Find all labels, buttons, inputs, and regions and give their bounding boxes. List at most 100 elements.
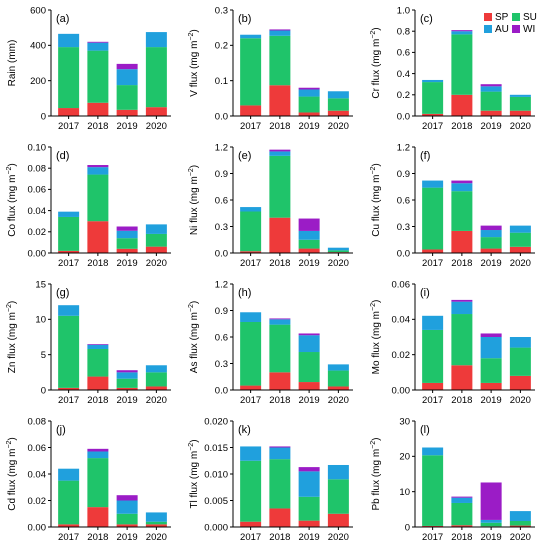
legend-label-su: SU bbox=[523, 12, 537, 23]
panel-label: (l) bbox=[420, 424, 430, 436]
bar-2017-au bbox=[58, 305, 80, 316]
y-tick-label: 0.0 bbox=[215, 385, 228, 396]
bar-2019-su bbox=[298, 96, 320, 113]
legend-swatch-sp bbox=[484, 13, 492, 21]
bar-2020-au bbox=[145, 512, 167, 522]
y-axis-label: Mo flux (mg m−2) bbox=[370, 300, 382, 375]
y-tick-label: 200 bbox=[30, 76, 46, 87]
panel-a: 2017 2018 2019 2020 0 200 400 600 Rain (mm) (a) bbox=[7, 5, 171, 132]
bar-2018-au bbox=[451, 183, 473, 192]
x-tick-label: 2017 bbox=[422, 395, 443, 406]
y-axis-label-close: ) bbox=[189, 301, 200, 304]
bar-2019-su bbox=[298, 352, 320, 383]
y-axis-label-close: ) bbox=[371, 300, 382, 303]
bar-2018-sp bbox=[451, 230, 473, 253]
bar-2020-sp bbox=[327, 386, 349, 390]
bar-2019-wi bbox=[480, 84, 502, 87]
y-tick-label: 400 bbox=[30, 41, 46, 52]
bar-2018-su bbox=[87, 349, 109, 377]
bar-2018-sp bbox=[451, 94, 473, 116]
legend-label-sp: SP bbox=[495, 12, 509, 23]
bar-2018-au bbox=[451, 301, 473, 315]
bar-2020-su bbox=[509, 96, 531, 111]
bar-2017-sp bbox=[58, 524, 80, 527]
bar-2018-au bbox=[87, 451, 109, 459]
y-tick-label: 1.2 bbox=[215, 279, 228, 290]
x-tick-label: 2017 bbox=[58, 532, 79, 543]
bar-2018-wi bbox=[451, 299, 473, 302]
bar-2019-sp bbox=[116, 248, 138, 253]
legend-label-wi: WI bbox=[523, 24, 535, 35]
panel-label: (k) bbox=[238, 424, 251, 436]
y-tick-label: 0.00 bbox=[28, 248, 47, 259]
x-tick-label: 2018 bbox=[451, 258, 472, 269]
y-tick-label: 0.3 bbox=[215, 222, 228, 233]
y-tick-label: 0.2 bbox=[215, 41, 228, 52]
bar-2018-su bbox=[269, 459, 291, 509]
bar-2018-su bbox=[451, 314, 473, 366]
y-tick-label: 0.06 bbox=[28, 443, 47, 454]
bar-2017-su bbox=[422, 455, 444, 526]
bar-2018-au bbox=[87, 42, 109, 51]
bar-2018-su bbox=[269, 324, 291, 373]
bar-2018-au bbox=[87, 344, 109, 350]
y-tick-label: 0.9 bbox=[215, 306, 228, 317]
y-axis-label: V flux (mg m−2) bbox=[188, 29, 200, 96]
y-axis-label-exponent: −2 bbox=[188, 304, 195, 312]
y-tick-label: 0.010 bbox=[204, 469, 228, 480]
x-tick-label: 2019 bbox=[299, 121, 320, 132]
bar-2020-sp bbox=[509, 246, 531, 253]
y-tick-label: 0.0 bbox=[397, 248, 410, 259]
y-tick-label: 10 bbox=[35, 315, 46, 326]
x-tick-label: 2020 bbox=[510, 121, 531, 132]
bar-2020-su bbox=[509, 520, 531, 526]
bar-2020-su bbox=[327, 370, 349, 387]
x-tick-label: 2017 bbox=[422, 121, 443, 132]
panel-label: (i) bbox=[420, 287, 430, 299]
y-tick-label: 0.08 bbox=[28, 416, 47, 427]
bar-2019-su bbox=[116, 513, 138, 525]
y-tick-label: 0.04 bbox=[392, 315, 411, 326]
y-tick-label: 600 bbox=[30, 5, 46, 16]
bar-2019-au bbox=[480, 337, 502, 359]
y-axis-label-close: ) bbox=[7, 437, 18, 440]
y-axis-label: Co flux (mg m−2) bbox=[6, 163, 18, 237]
bar-2018-wi bbox=[87, 165, 109, 168]
bar-2019-wi bbox=[298, 467, 320, 472]
bar-2018-sp bbox=[451, 525, 473, 527]
bar-2017-au bbox=[58, 211, 80, 217]
y-tick-label: 0.3 bbox=[215, 5, 228, 16]
bar-2017-sp bbox=[58, 387, 80, 390]
y-tick-label: 0.00 bbox=[28, 522, 47, 533]
y-axis-label: Cd flux (mg m−2) bbox=[6, 437, 18, 511]
bar-2017-au bbox=[422, 315, 444, 330]
x-tick-label: 2020 bbox=[146, 121, 167, 132]
bar-2018-su bbox=[87, 458, 109, 508]
bar-2018-wi bbox=[269, 318, 291, 320]
panel-b: 2017 2018 2019 2020 0.0 0.1 0.2 0.3 V flux (mg m… bbox=[188, 5, 353, 132]
x-tick-label: 2020 bbox=[328, 121, 349, 132]
bar-2019-sp bbox=[480, 248, 502, 253]
y-axis-label-exponent: −2 bbox=[6, 166, 13, 174]
bar-2019-sp bbox=[116, 109, 138, 116]
y-tick-label: 0.6 bbox=[215, 332, 228, 343]
x-tick-label: 2019 bbox=[299, 395, 320, 406]
panel-label: (h) bbox=[238, 287, 251, 299]
y-tick-label: 0.06 bbox=[28, 185, 47, 196]
y-tick-label: 0.04 bbox=[28, 469, 47, 480]
bar-2019-au bbox=[116, 69, 138, 86]
x-tick-label: 2020 bbox=[146, 395, 167, 406]
bar-2018-wi bbox=[87, 344, 109, 345]
bar-2019-wi bbox=[298, 218, 320, 231]
panel-label: (e) bbox=[238, 150, 251, 162]
y-axis-label-close: ) bbox=[371, 163, 382, 166]
panel-i: 2017 2018 2019 2020 0.00 0.02 0.04 0.06 Mo flux … bbox=[370, 279, 535, 406]
x-tick-label: 2017 bbox=[58, 258, 79, 269]
x-tick-label: 2017 bbox=[240, 532, 261, 543]
bar-2019-au bbox=[480, 86, 502, 92]
y-tick-label: 20 bbox=[399, 452, 410, 463]
bar-2017-sp bbox=[422, 382, 444, 390]
panel-h: 2017 2018 2019 2020 0.0 0.3 0.6 0.9 1.2 As flux (… bbox=[188, 279, 353, 406]
bar-2017-sp bbox=[240, 385, 262, 390]
x-tick-label: 2018 bbox=[269, 258, 290, 269]
